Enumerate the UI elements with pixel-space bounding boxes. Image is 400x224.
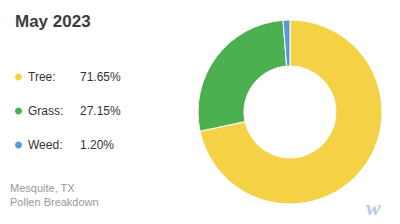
- svg-text:Pollen Breakdown: Pollen Breakdown: [10, 196, 99, 208]
- svg-text:Mesquite, TX: Mesquite, TX: [10, 182, 75, 194]
- svg-text:Grass:: Grass:: [28, 104, 63, 118]
- svg-text:May 2023: May 2023: [15, 12, 91, 31]
- svg-text:71.65%: 71.65%: [80, 70, 121, 84]
- svg-text:Tree:: Tree:: [28, 70, 56, 84]
- svg-text:27.15%: 27.15%: [80, 104, 121, 118]
- svg-text:w: w: [366, 195, 381, 220]
- svg-text:1.20%: 1.20%: [80, 138, 114, 152]
- svg-text:Weed:: Weed:: [28, 138, 62, 152]
